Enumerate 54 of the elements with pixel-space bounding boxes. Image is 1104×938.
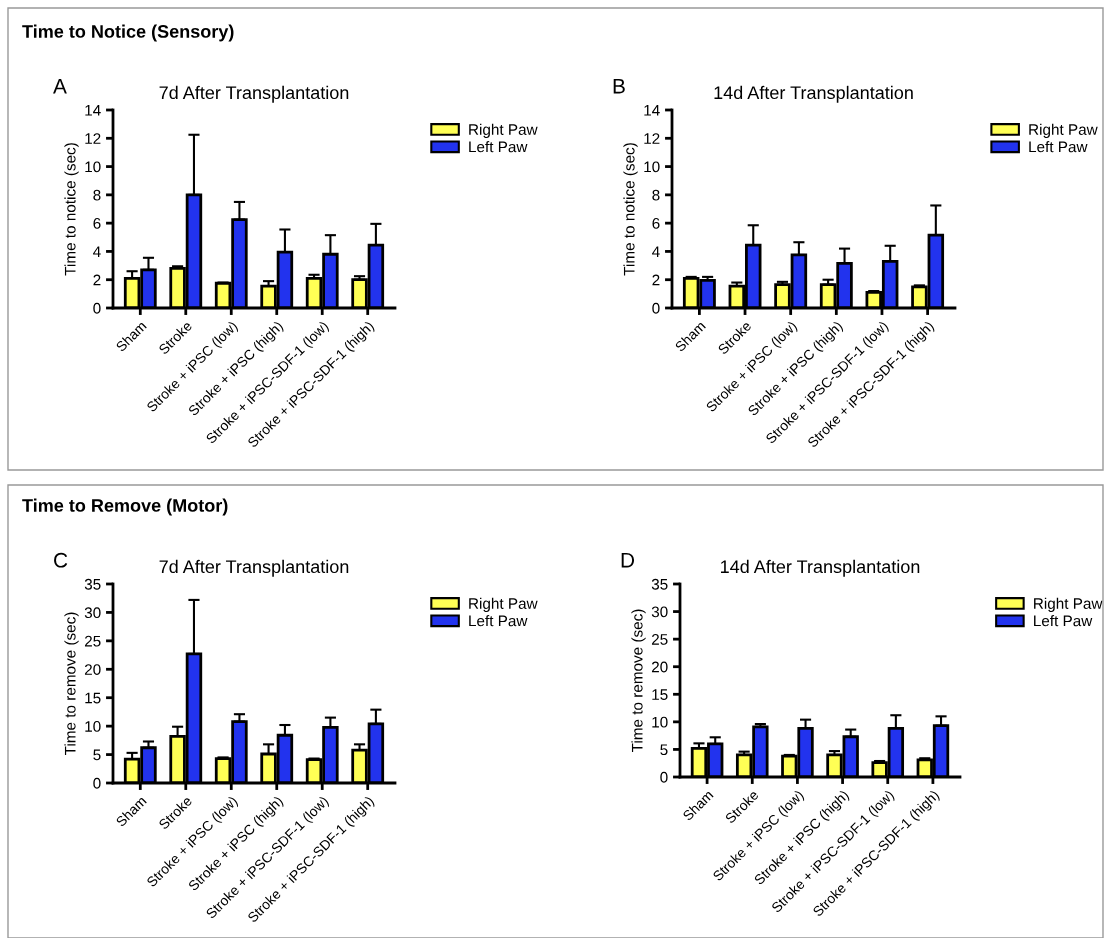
y-tick-label: 30 bbox=[651, 606, 668, 618]
y-tick-label: 2 bbox=[93, 274, 101, 286]
y-tick-label: 10 bbox=[644, 161, 660, 173]
y-tick-label: 14 bbox=[85, 105, 101, 116]
text: C bbox=[54, 552, 68, 568]
y-tick-label: 6 bbox=[93, 218, 101, 229]
text: Time to Notice (Sensory) bbox=[22, 24, 234, 42]
y-tick-label: 0 bbox=[93, 302, 101, 314]
y-tick-label: 5 bbox=[660, 744, 668, 756]
y-tick-label: 6 bbox=[652, 218, 660, 229]
legend-label: Left Paw bbox=[469, 615, 528, 627]
y-tick-label: 25 bbox=[651, 634, 668, 645]
text: A bbox=[53, 79, 67, 94]
text: B bbox=[613, 79, 625, 94]
legend-label: Right Paw bbox=[469, 597, 538, 612]
y-tick-label: 4 bbox=[93, 246, 101, 257]
legend-label: Left Paw bbox=[1034, 615, 1093, 627]
y-tick-label: 12 bbox=[85, 133, 101, 144]
legend-label: Left Paw bbox=[1029, 141, 1088, 153]
y-tick-label: 14 bbox=[644, 105, 660, 116]
y-tick-label: 15 bbox=[652, 689, 668, 700]
text: Time to Remove (Motor) bbox=[22, 498, 228, 516]
y-tick-label: 35 bbox=[84, 578, 101, 590]
chart-title: 7d After Transplantation bbox=[159, 85, 349, 103]
y-tick-label: 10 bbox=[85, 161, 101, 173]
chart-title: 14d After Transplantation bbox=[721, 559, 920, 577]
y-tick-label: 20 bbox=[84, 664, 101, 675]
legend-label: Right Paw bbox=[469, 123, 538, 138]
y-tick-label: 0 bbox=[93, 777, 101, 789]
y-axis-title: Time to remove (sec) bbox=[631, 609, 646, 753]
chart-title: 7d After Transplantation bbox=[159, 559, 349, 577]
y-tick-label: 4 bbox=[652, 246, 660, 257]
y-tick-label: 12 bbox=[644, 133, 660, 144]
y-tick-label: 35 bbox=[651, 578, 668, 590]
y-tick-label: 30 bbox=[84, 607, 101, 619]
y-tick-label: 8 bbox=[93, 189, 101, 201]
legend-label: Right Paw bbox=[1034, 597, 1103, 612]
y-axis-title: Time to remove (sec) bbox=[64, 612, 79, 756]
chart-title: 14d After Transplantation bbox=[714, 85, 913, 103]
y-tick-label: 10 bbox=[652, 716, 668, 728]
y-tick-label: 15 bbox=[85, 692, 101, 704]
y-tick-label: 0 bbox=[660, 771, 668, 783]
y-axis-title: Time to notice (sec) bbox=[64, 143, 79, 276]
y-tick-label: 5 bbox=[93, 749, 101, 761]
y-tick-label: 8 bbox=[652, 189, 660, 201]
legend-label: Left Paw bbox=[469, 141, 528, 153]
y-tick-label: 0 bbox=[652, 302, 660, 314]
legend-label: Right Paw bbox=[1029, 123, 1098, 138]
y-tick-label: 25 bbox=[84, 635, 101, 647]
y-axis-title: Time to notice (sec) bbox=[623, 143, 638, 276]
y-tick-label: 2 bbox=[652, 274, 660, 286]
y-tick-label: 10 bbox=[85, 721, 101, 732]
text: D bbox=[621, 553, 635, 568]
y-tick-label: 20 bbox=[651, 661, 668, 673]
